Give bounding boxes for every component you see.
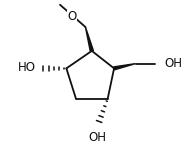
Text: OH: OH [88,131,106,144]
Text: OH: OH [164,57,182,70]
Text: O: O [67,10,77,23]
Polygon shape [86,27,93,51]
Polygon shape [114,64,135,70]
Text: HO: HO [18,61,36,74]
